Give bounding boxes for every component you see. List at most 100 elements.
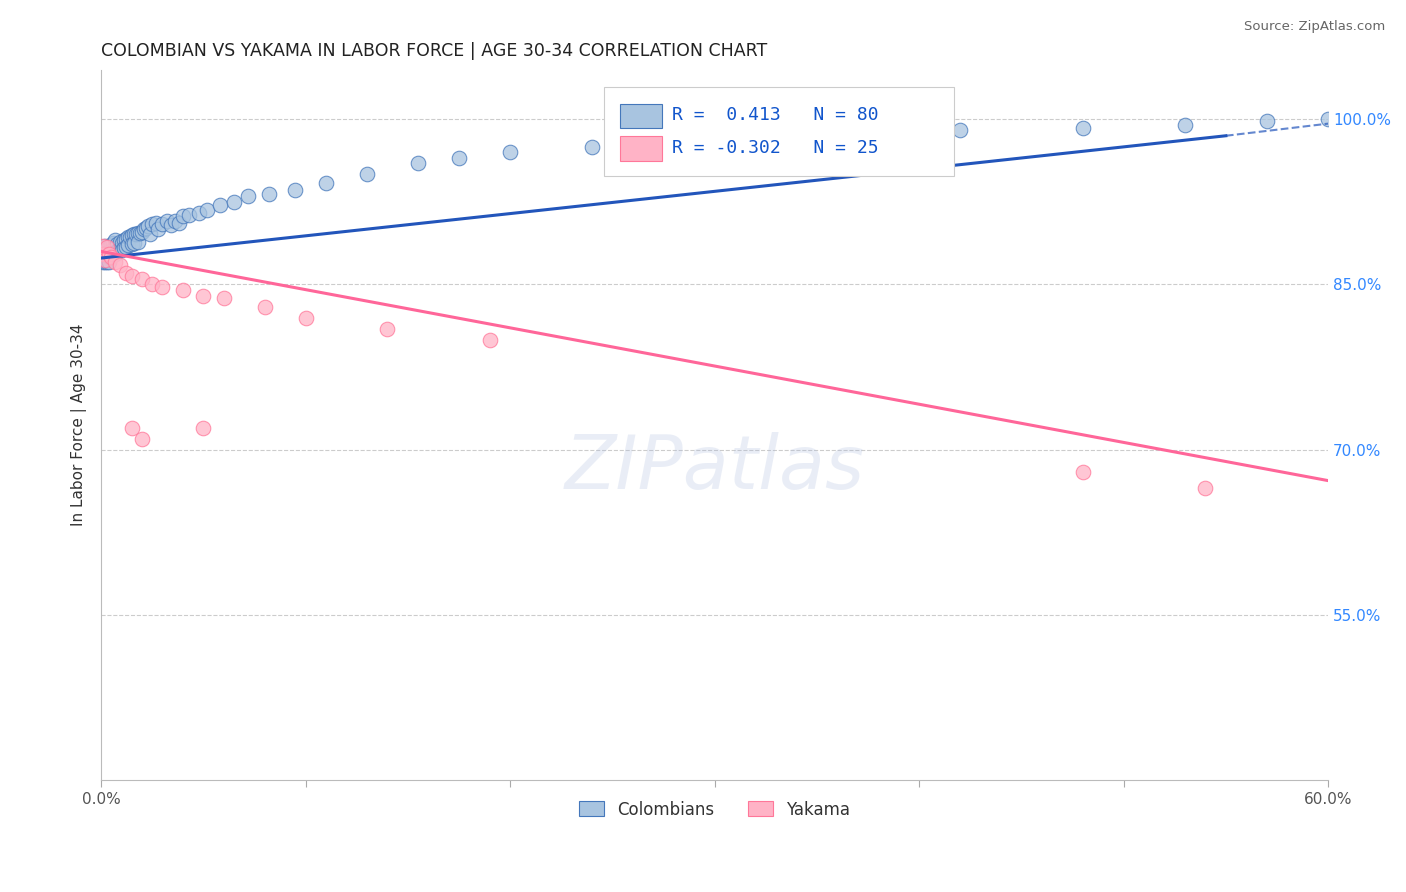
Point [806,128,828,143]
Point [222,194,245,209]
Point [141,277,163,292]
Point [94,255,117,269]
Point [91,239,114,253]
Point [98,255,121,269]
Point [96,246,118,260]
Point [98,244,121,259]
Text: ZIPatlas: ZIPatlas [565,432,865,504]
Point [117,230,139,244]
Point [103,246,125,260]
Text: COLOMBIAN VS YAKAMA IN LABOR FORCE | AGE 30-34 CORRELATION CHART: COLOMBIAN VS YAKAMA IN LABOR FORCE | AGE… [101,42,768,60]
Point [193,421,215,435]
Point [145,216,167,230]
Point [91,246,114,260]
Y-axis label: In Labor Force | Age 30-34: In Labor Force | Age 30-34 [72,324,87,526]
Point [356,167,378,181]
Point [294,310,316,325]
FancyBboxPatch shape [620,103,662,128]
Point [683,134,706,148]
Point [121,421,143,435]
Point [96,255,118,269]
Point [197,202,219,217]
Point [121,227,143,242]
Point [100,244,122,258]
Point [177,208,200,222]
Point [377,321,399,335]
Point [100,237,122,252]
Point [100,250,122,264]
Point [108,242,131,256]
Point [148,222,170,236]
Point [117,237,139,252]
Point [110,235,132,250]
Point [118,230,141,244]
Point [103,242,125,256]
Point [131,225,153,239]
Point [129,226,152,240]
Text: Source: ZipAtlas.com: Source: ZipAtlas.com [1244,20,1385,33]
Point [172,283,194,297]
Point [121,268,143,283]
Point [127,235,149,249]
Point [104,246,127,260]
Point [406,156,429,170]
Point [100,249,122,263]
Point [114,240,136,254]
Point [114,232,136,246]
Point [104,241,127,255]
Point [96,251,118,265]
Point [447,151,470,165]
FancyBboxPatch shape [605,87,953,177]
Point [1256,114,1278,128]
Point [139,227,162,241]
Point [284,183,307,197]
Point [132,222,155,236]
Point [159,218,181,232]
Point [122,227,145,241]
Point [96,242,118,256]
Point [108,235,131,249]
Point [110,244,132,258]
Legend: Colombians, Yakama: Colombians, Yakama [572,794,856,825]
Point [91,250,114,264]
Point [112,241,135,255]
Point [98,246,121,260]
Point [91,244,114,259]
Point [94,239,117,253]
Point [94,253,117,268]
Point [478,333,501,347]
Point [98,250,121,264]
Point [152,279,174,293]
Point [238,189,260,203]
Point [1317,112,1340,127]
Point [96,240,118,254]
Point [315,176,337,190]
Point [193,288,215,302]
Point [1174,118,1197,132]
Point [1071,121,1094,136]
Point [152,217,174,231]
Point [104,255,127,269]
Point [104,234,127,248]
Point [121,236,143,251]
Point [94,244,117,259]
FancyBboxPatch shape [620,136,662,161]
Point [112,234,135,248]
Point [1071,465,1094,479]
Point [125,227,148,241]
Point [98,240,121,254]
Text: R = -0.302   N = 25: R = -0.302 N = 25 [672,139,879,157]
Point [108,258,131,272]
Point [499,145,522,160]
Point [253,300,276,314]
Point [131,432,153,446]
Point [188,206,211,220]
Point [212,291,235,305]
Point [172,209,194,223]
Point [949,123,972,137]
Point [208,198,231,212]
Point [135,221,157,235]
Point [103,235,125,250]
Point [107,244,129,259]
Point [167,216,190,230]
